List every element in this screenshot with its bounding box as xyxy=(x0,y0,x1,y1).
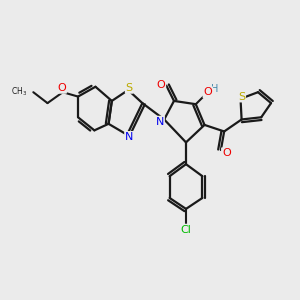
Text: N: N xyxy=(156,117,164,127)
Text: O: O xyxy=(57,83,66,93)
Text: H: H xyxy=(211,84,218,94)
Text: S: S xyxy=(238,92,245,102)
Text: O: O xyxy=(222,148,231,158)
Text: O: O xyxy=(203,87,212,97)
Text: $\mathregular{CH_3}$: $\mathregular{CH_3}$ xyxy=(11,86,27,98)
Text: N: N xyxy=(125,132,134,142)
Text: S: S xyxy=(126,83,133,93)
Text: Cl: Cl xyxy=(181,225,191,235)
Text: O: O xyxy=(157,80,165,90)
